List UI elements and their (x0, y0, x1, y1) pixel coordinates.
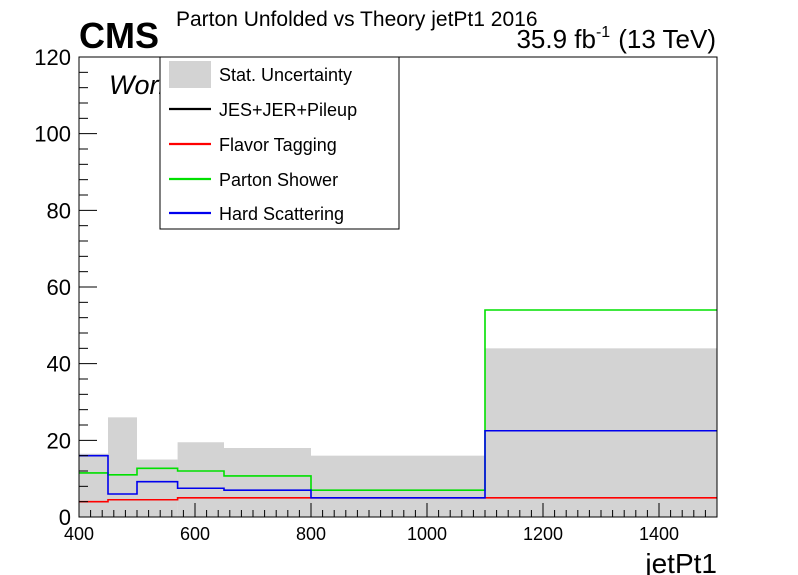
experiment-label: CMS (79, 15, 159, 56)
y-tick-label: 120 (34, 45, 71, 70)
x-tick-label: 1000 (407, 524, 447, 544)
stat-uncertainty-bin-6 (485, 348, 717, 517)
legend-label-flavor-tagging: Flavor Tagging (219, 135, 337, 155)
y-tick-label: 0 (59, 505, 71, 530)
legend-label-jes-jer-pileup: JES+JER+Pileup (219, 100, 357, 120)
x-axis-label: jetPt1 (644, 548, 717, 575)
stat-uncertainty-bin-5 (311, 455, 485, 517)
legend-label-hard-scattering: Hard Scattering (219, 204, 344, 224)
legend-label-parton-shower: Parton Shower (219, 170, 338, 190)
parton-shower-line (79, 309, 717, 491)
stat-uncertainty-bin-3 (177, 442, 224, 517)
x-tick-label: 1400 (639, 524, 679, 544)
legend-swatch-stat-uncertainty (169, 61, 211, 88)
y-tick-label: 60 (47, 275, 71, 300)
lumi-label: 35.9 fb-1 (13 TeV) (516, 24, 716, 54)
x-tick-label: 1200 (523, 524, 563, 544)
y-tick-label: 40 (47, 352, 71, 377)
x-tick-label: 800 (296, 524, 326, 544)
lumi-unit-exponent: -1 (596, 24, 610, 41)
stat-uncertainty-bin-1 (108, 417, 137, 517)
lumi-value: 35.9 fb (516, 24, 596, 54)
legend: Stat. Uncertainty JES+JER+Pileup Flavor Ta… (159, 56, 400, 230)
chart-title: Parton Unfolded vs Theory jetPt1 2016 (176, 8, 538, 31)
y-tick-label: 20 (47, 428, 71, 453)
x-tick-label: 400 (64, 524, 94, 544)
y-tick-label: 100 (34, 122, 71, 147)
stat-uncertainty-bin-4 (224, 448, 311, 517)
hard-scattering-line (79, 429, 717, 499)
x-tick-label: 600 (180, 524, 210, 544)
energy-label: (13 TeV) (618, 24, 716, 54)
legend-label-stat-uncertainty: Stat. Uncertainty (219, 65, 352, 85)
stat-uncertainty-bin-0 (79, 453, 108, 517)
y-tick-label: 80 (47, 198, 71, 223)
